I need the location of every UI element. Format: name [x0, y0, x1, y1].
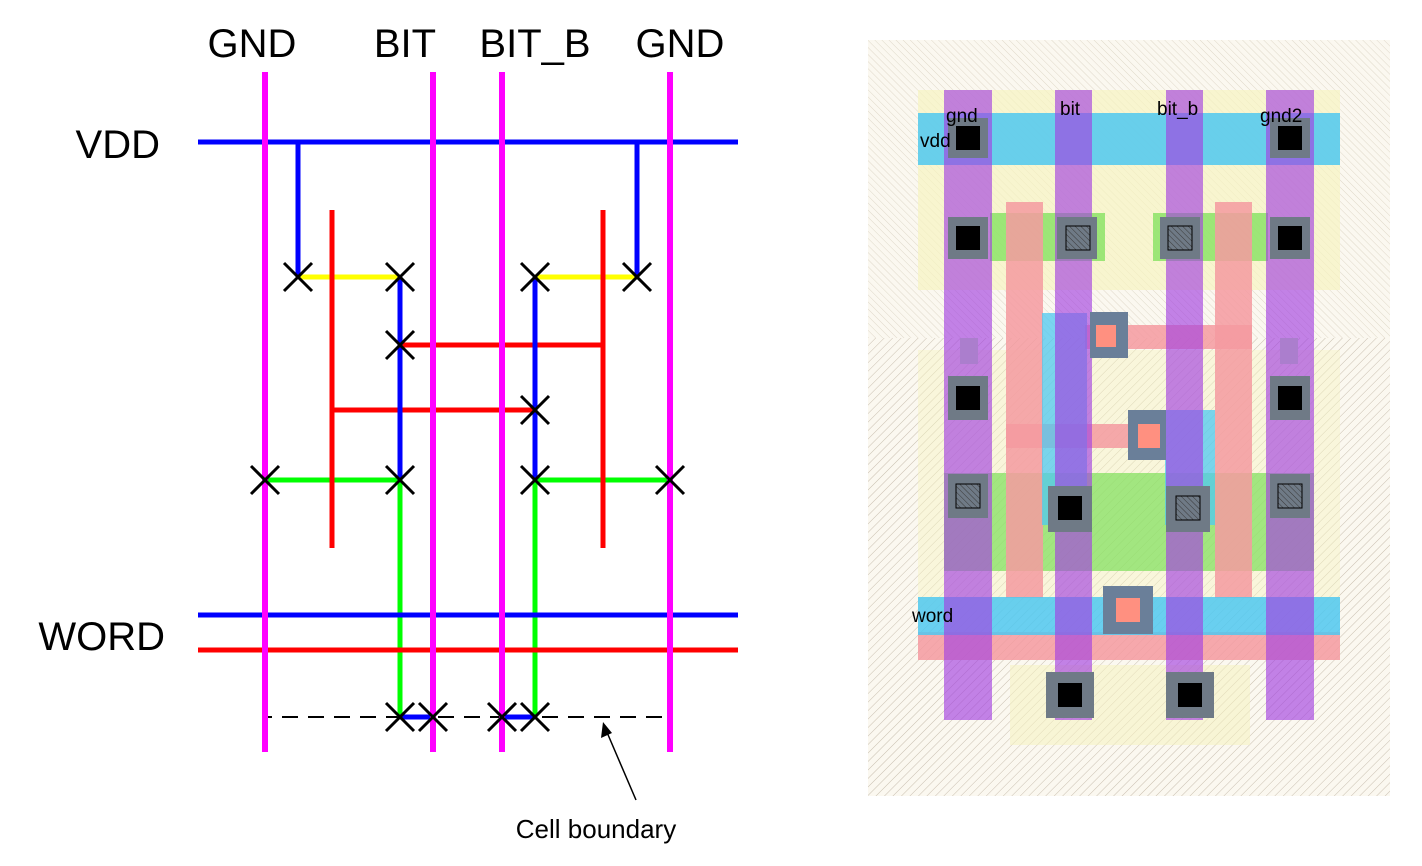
layout-label-bit-b: bit_b	[1157, 99, 1198, 120]
poly-right-gate	[1215, 202, 1252, 598]
x-mark-icon	[519, 701, 551, 733]
layout-label-word: word	[911, 606, 953, 627]
layout-view: gnd bit bit_b gnd2 vdd word	[868, 40, 1390, 796]
layout-label-gnd: gnd	[946, 106, 978, 127]
x-mark-icon	[621, 261, 653, 293]
black-square-icon	[1057, 217, 1097, 259]
black-square-icon	[1270, 217, 1310, 259]
x-mark-icon	[417, 701, 449, 733]
black-square-icon	[1270, 376, 1310, 420]
label-vdd: VDD	[76, 123, 160, 167]
x-mark-icon	[384, 701, 416, 733]
black-square-icon	[948, 217, 988, 259]
label-gnd-right: GND	[636, 22, 725, 66]
layout-label-bit: bit	[1060, 99, 1081, 120]
layout-contacts	[948, 118, 1310, 718]
label-bit-b: BIT_B	[479, 22, 590, 66]
x-mark-icon	[519, 464, 551, 496]
x-mark-icon	[486, 701, 518, 733]
active-n	[944, 473, 1314, 571]
black-square-icon	[1166, 486, 1210, 532]
black-square-icon	[1270, 474, 1310, 518]
black-square-icon	[1048, 486, 1092, 532]
x-mark-icon	[519, 394, 551, 426]
black-square-icon	[948, 474, 988, 518]
black-square-icon	[1270, 118, 1310, 158]
black-square-icon	[948, 376, 988, 420]
x-mark-icon	[282, 261, 314, 293]
stick-diagram: GND BIT BIT_B GND VDD WORD	[38, 22, 738, 844]
layout-label-vdd: vdd	[920, 131, 951, 152]
label-gnd-left: GND	[208, 22, 297, 66]
x-mark-icon	[519, 261, 551, 293]
black-square-icon	[1046, 672, 1094, 718]
poly-contact-1-core	[1096, 325, 1116, 347]
black-square-icon	[1166, 672, 1214, 718]
x-mark-icon	[654, 464, 686, 496]
cell-boundary-annotation: Cell boundary	[516, 814, 676, 844]
label-bit: BIT	[374, 22, 436, 66]
poly-contact-2-core	[1138, 424, 1160, 448]
arrowhead-icon	[601, 722, 612, 738]
x-mark-icon	[384, 464, 416, 496]
black-square-icon	[1160, 217, 1200, 259]
metal2-bit-b	[1166, 90, 1203, 720]
metal2-bit	[1055, 90, 1092, 720]
layout-label-gnd2: gnd2	[1260, 106, 1302, 127]
label-word: WORD	[38, 615, 165, 659]
x-mark-icon	[384, 261, 416, 293]
x-mark-icon	[249, 464, 281, 496]
cell-boundary	[264, 141, 671, 718]
poly-left-gate	[1006, 202, 1043, 598]
contacts	[249, 261, 686, 733]
x-mark-icon	[384, 329, 416, 361]
poly-contact-word-core	[1116, 598, 1140, 622]
black-square-icon	[948, 118, 988, 158]
annotation-arrow	[605, 729, 637, 801]
